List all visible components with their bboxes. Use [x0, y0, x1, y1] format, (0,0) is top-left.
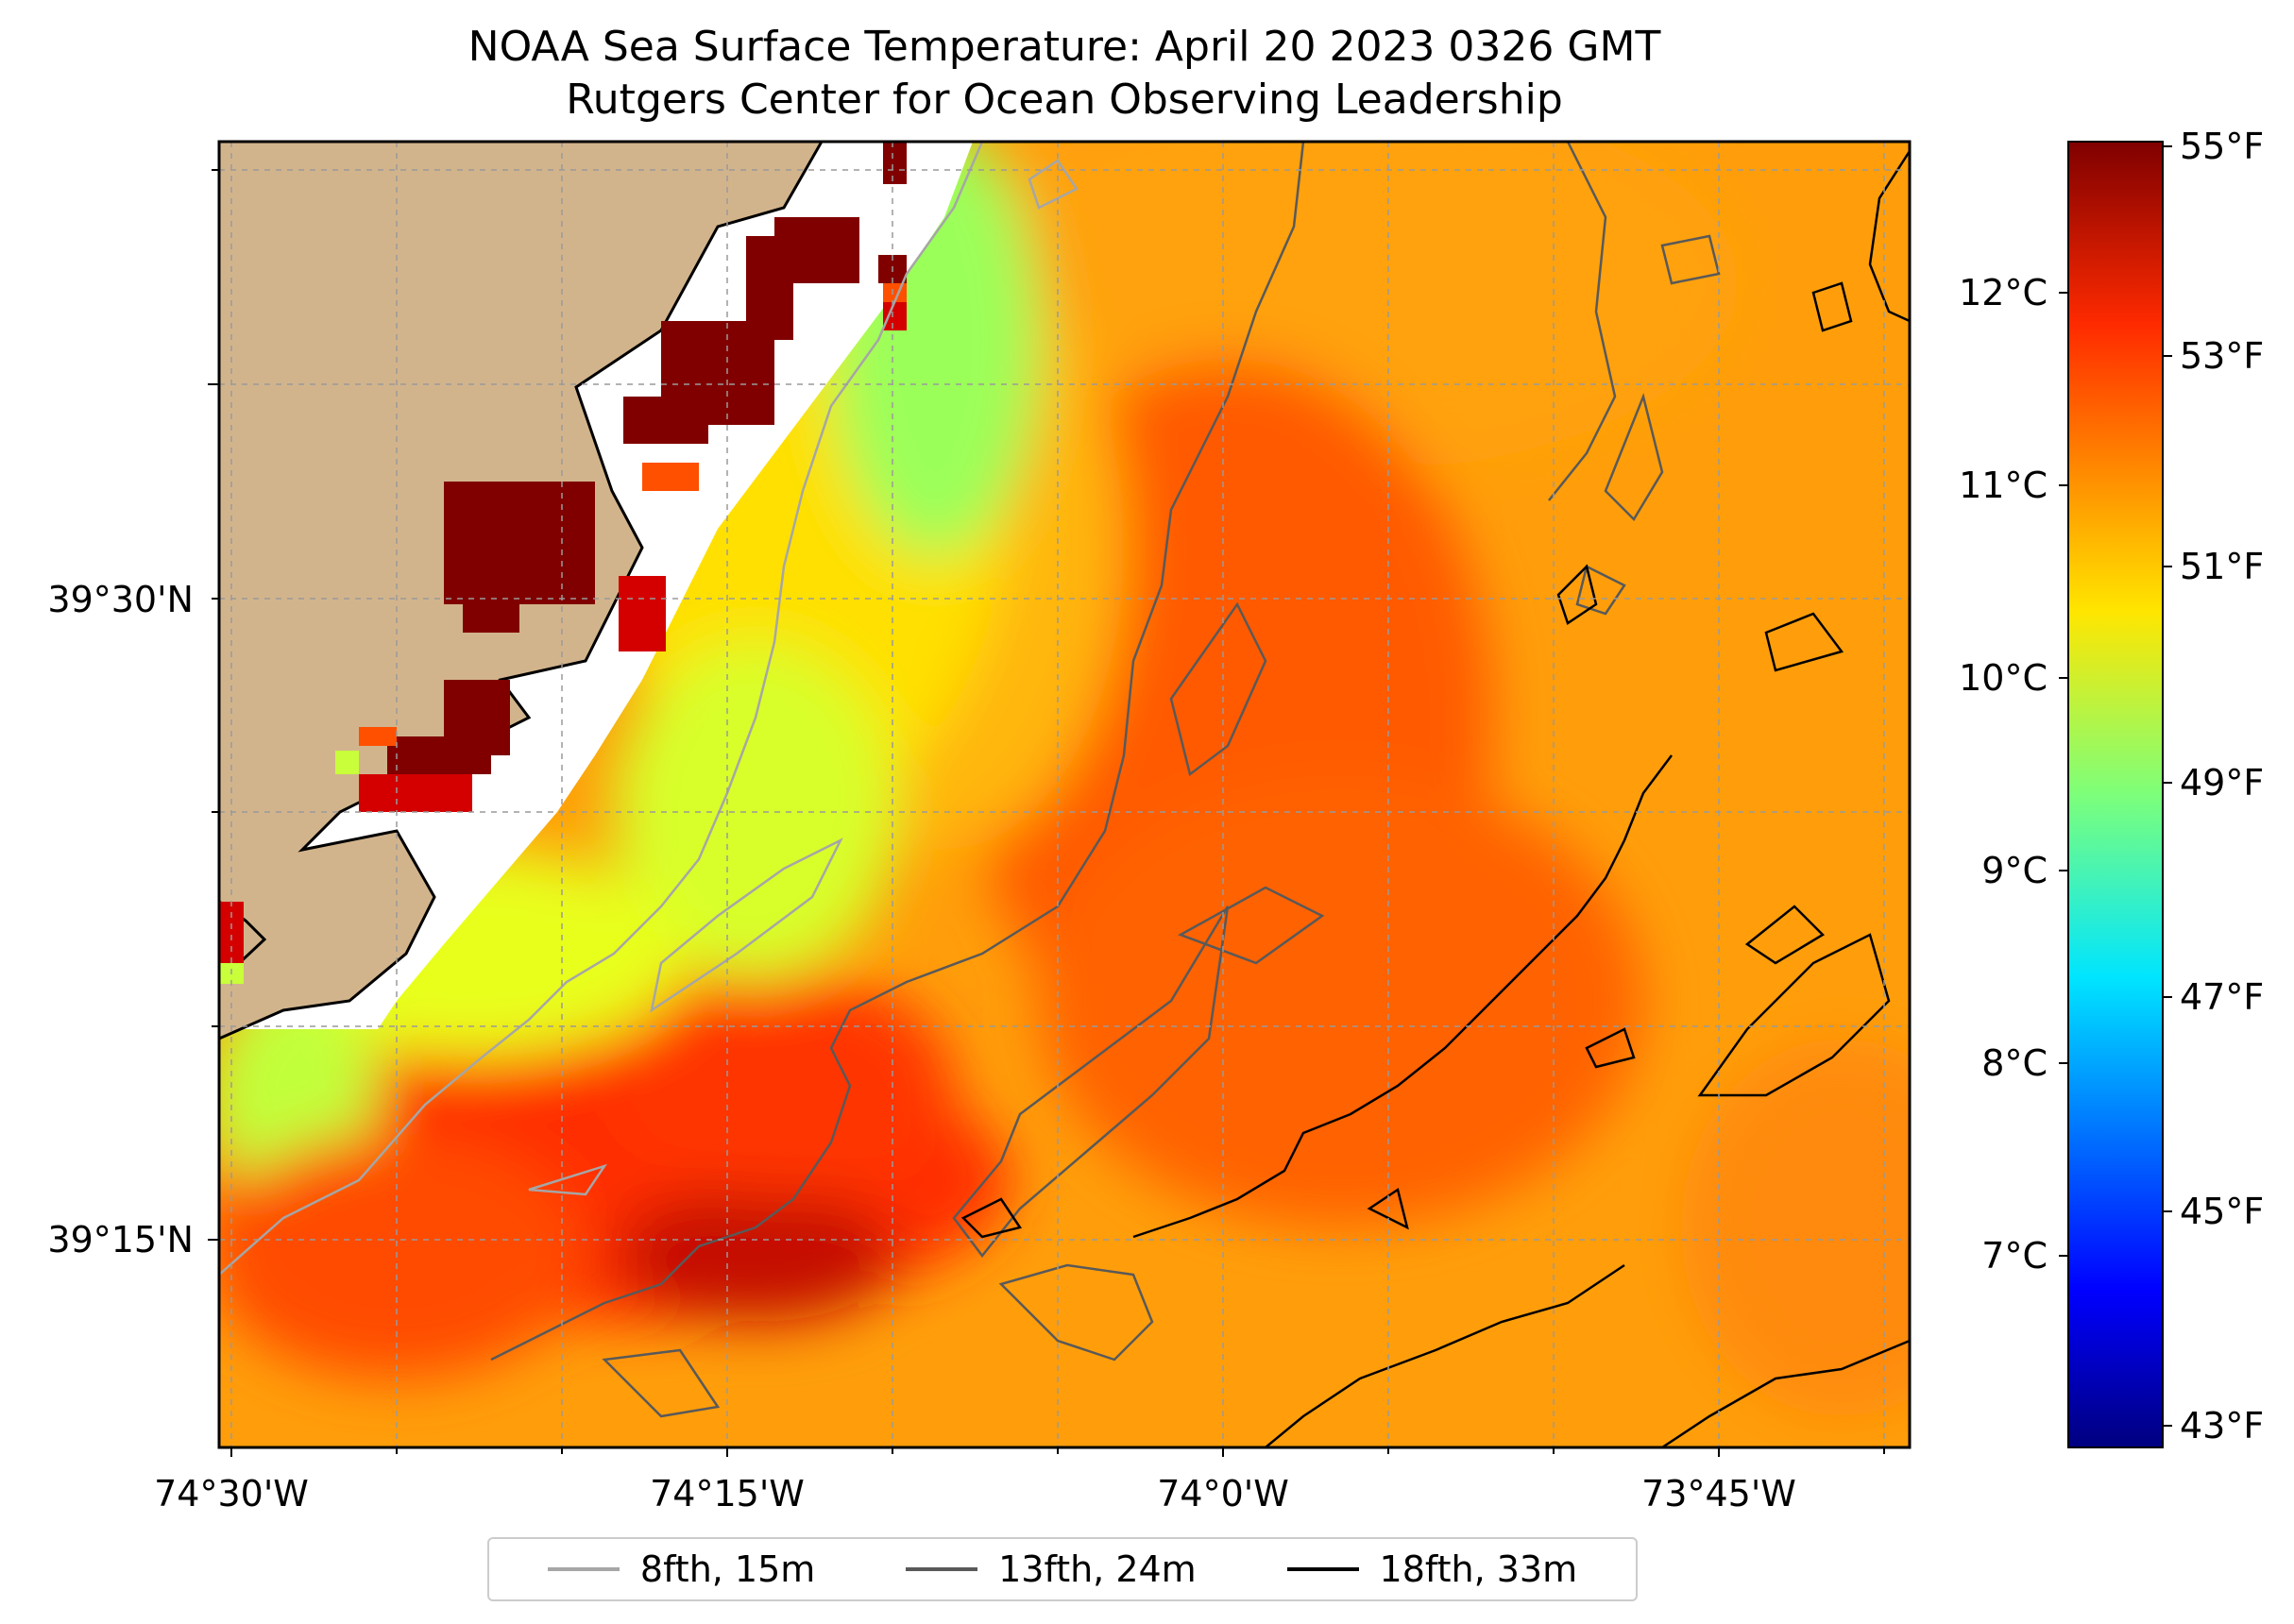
colorbar-f-tick-marks [2163, 145, 2172, 1427]
colorbar-c-label: 9°C [1981, 850, 2048, 891]
isobath-13fth [490, 142, 1721, 1418]
colorbar-c-label: 11°C [1959, 465, 2048, 506]
map-plot-area [219, 142, 1910, 1447]
lon-tick-label: 74°15'W [650, 1473, 805, 1514]
colorbar-f-label: 43°F [2180, 1405, 2264, 1446]
colorbar-c-label: 10°C [1959, 657, 2048, 699]
legend-item-13fth: 13fth, 24m [906, 1548, 1197, 1590]
legend-label: 18fth, 33m [1379, 1548, 1578, 1590]
chart-title: NOAA Sea Surface Temperature: April 20 2… [467, 23, 1661, 71]
colorbar-c-label: 7°C [1981, 1235, 2048, 1277]
colorbar [2067, 141, 2164, 1448]
legend-label: 8fth, 15m [639, 1548, 816, 1590]
legend-line-18fth [1286, 1567, 1359, 1571]
graticule [219, 142, 1910, 1447]
colorbar-c-label: 8°C [1981, 1042, 2048, 1084]
lon-tick-label: 74°30'W [154, 1473, 309, 1514]
legend-item-8fth: 8fth, 15m [547, 1548, 816, 1590]
colorbar-f-label: 51°F [2180, 546, 2264, 587]
colorbar-c-tick-marks [2059, 292, 2068, 1257]
legend-item-18fth: 18fth, 33m [1286, 1548, 1578, 1590]
lon-tick-marks [230, 1447, 1885, 1457]
colorbar-f-label: 49°F [2180, 762, 2264, 804]
map-frame [217, 140, 1912, 1449]
lat-tick-label: 39°30'N [47, 579, 194, 620]
legend-line-8fth [547, 1567, 620, 1571]
colorbar-f-label: 53°F [2180, 335, 2264, 377]
estuary-green-pixels [219, 751, 359, 984]
lat-tick-marks [208, 169, 219, 1241]
lon-tick-label: 73°45'W [1641, 1473, 1796, 1514]
chart-subtitle: Rutgers Center for Ocean Observing Leade… [566, 76, 1563, 124]
estuary-red-pixels [219, 302, 907, 963]
lat-tick-label: 39°15'N [47, 1219, 194, 1260]
colorbar-f-label: 55°F [2180, 126, 2264, 167]
isobath-8fth [219, 142, 1079, 1276]
estuary-warm-pixels [387, 142, 907, 774]
estuary-orange-pixels [359, 283, 907, 746]
legend-line-13fth [906, 1567, 978, 1571]
legend-label: 13fth, 24m [998, 1548, 1197, 1590]
isobath-18fth [960, 150, 1910, 1447]
colorbar-f-label: 47°F [2180, 976, 2264, 1018]
colorbar-c-label: 12°C [1959, 272, 2048, 313]
isobath-legend: 8fth, 15m 13fth, 24m 18fth, 33m [487, 1537, 1638, 1601]
lon-tick-label: 74°0'W [1157, 1473, 1289, 1514]
colorbar-f-label: 45°F [2180, 1191, 2264, 1232]
